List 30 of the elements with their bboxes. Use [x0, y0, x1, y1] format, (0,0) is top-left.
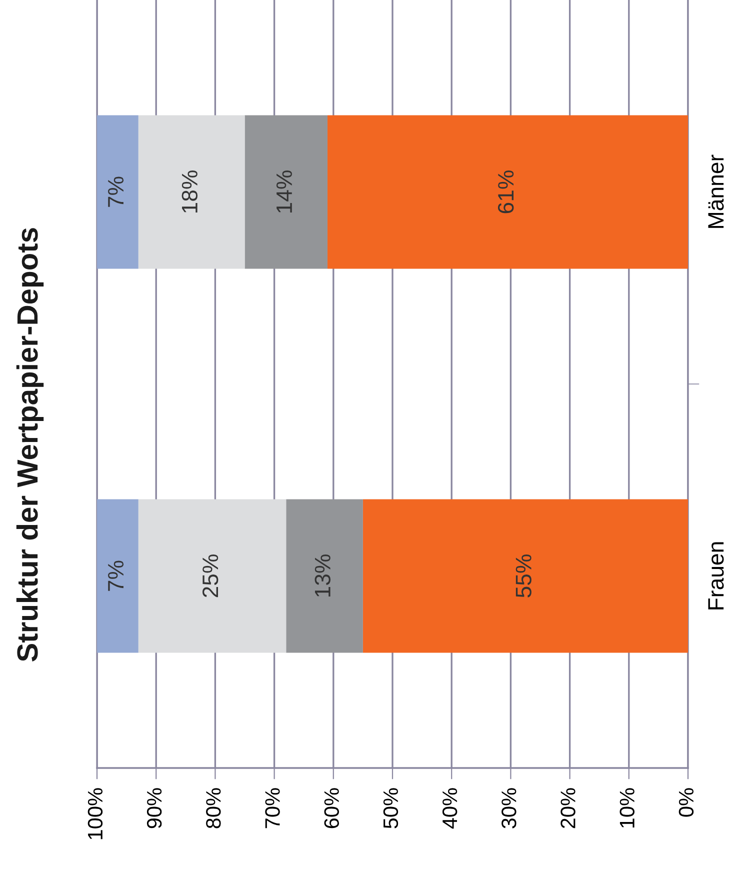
bar [97, 115, 138, 269]
x-tick-label: 0% [678, 788, 694, 817]
bar [327, 115, 688, 269]
bar [244, 115, 328, 269]
data-label: 7% [108, 176, 124, 207]
bar [286, 499, 363, 653]
x-tick-label: 90% [146, 788, 162, 828]
x-tick-label: 20% [560, 788, 576, 828]
data-label: 61% [498, 170, 514, 214]
x-tick-label: 60% [324, 788, 339, 828]
text: Struktur der Wertpapier-Depots [16, 228, 44, 662]
bar [97, 499, 138, 653]
data-label: 7% [108, 560, 124, 591]
bar [138, 115, 245, 269]
bar [138, 499, 286, 653]
data-label: 13% [314, 554, 330, 597]
data-label: 18% [182, 170, 198, 213]
x-tick-label: 30% [502, 788, 516, 828]
x-tick-label: 70% [265, 788, 280, 828]
x-tick-label: 40% [442, 788, 458, 829]
data-label: 14% [276, 170, 292, 213]
data-label: 55% [516, 554, 532, 598]
data-label: 25% [202, 554, 218, 598]
y-tick-label: Frauen [708, 542, 724, 610]
x-tick-label: 80% [206, 788, 221, 828]
x-tick-label: 10% [620, 788, 634, 828]
y-tick-label: Männer [708, 154, 724, 228]
x-tick-label: 50% [383, 788, 398, 828]
x-tick-label: 100% [88, 788, 103, 840]
bar [362, 499, 688, 653]
